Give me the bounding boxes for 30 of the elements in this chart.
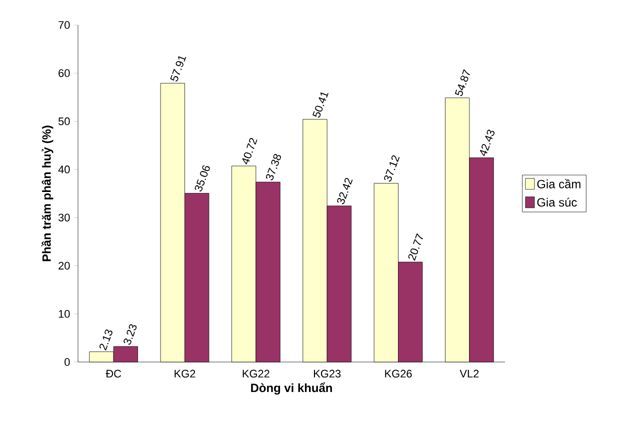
y-tick-label: 40 — [58, 166, 70, 174]
x-tick-label: ĐC — [106, 370, 122, 378]
y-tick-label: 20 — [58, 262, 70, 270]
y-tick-label: 0 — [64, 358, 70, 366]
legend-label: Gia súc — [537, 198, 577, 207]
y-tick-label: 10 — [58, 310, 70, 318]
y-axis-title: Phần trăm phân huỷ (%) — [42, 126, 54, 262]
data-label: 32.42 — [337, 178, 353, 204]
legend-label: Gia cầm — [537, 179, 580, 188]
x-tick-label: VL2 — [460, 370, 479, 378]
y-tick-label: 30 — [58, 214, 70, 222]
y-tick-label: 60 — [58, 69, 70, 78]
data-label: 40.72 — [242, 138, 258, 164]
data-label: 57.91 — [170, 56, 186, 82]
data-label: 50.41 — [312, 92, 328, 118]
data-label: 2.13 — [99, 330, 112, 350]
x-tick-label: KG2 — [174, 370, 196, 378]
x-tick-label: KG23 — [314, 370, 341, 378]
data-label: 54.87 — [454, 69, 470, 96]
y-tick-label: 50 — [58, 117, 70, 126]
data-label: 37.12 — [384, 155, 400, 182]
y-tick-label: 70 — [58, 21, 70, 29]
data-label: 37.38 — [266, 154, 281, 180]
x-tick-label: KG26 — [385, 370, 412, 378]
x-axis-title: Dòng vi khuẩn — [251, 382, 332, 395]
data-label: 35.06 — [194, 165, 210, 192]
x-tick-label: KG22 — [242, 370, 270, 378]
data-label: 20.77 — [408, 233, 423, 261]
data-label: 3.23 — [124, 324, 137, 345]
data-label: 42.43 — [480, 130, 495, 156]
